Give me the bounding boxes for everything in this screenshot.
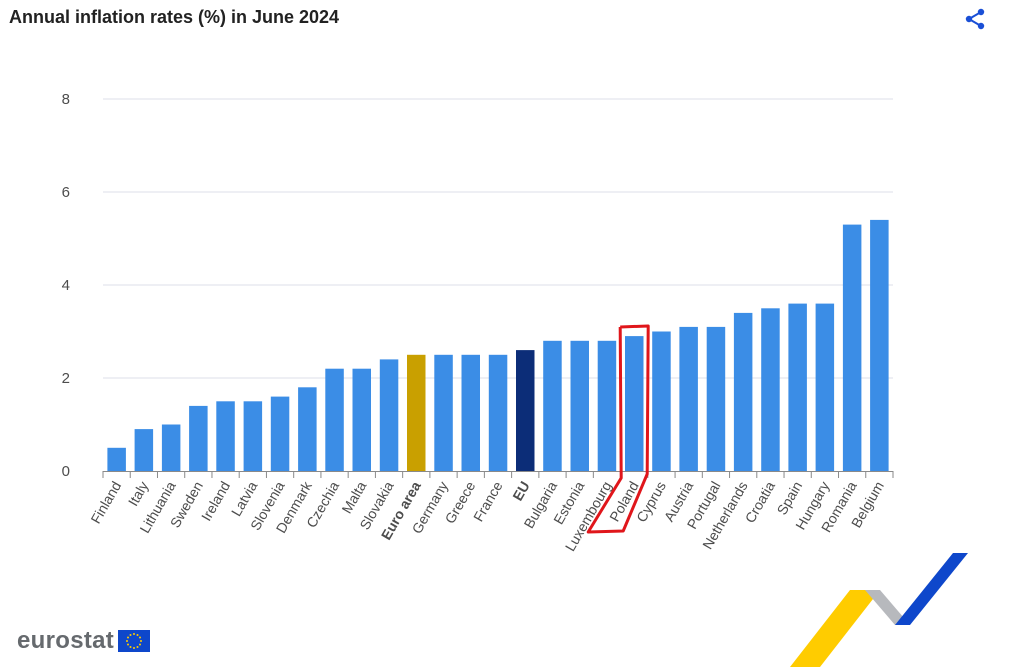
bar-luxembourg[interactable] bbox=[597, 340, 617, 471]
decorative-chevron bbox=[790, 553, 968, 667]
eu-flag-icon bbox=[118, 630, 151, 652]
bar-estonia[interactable] bbox=[570, 340, 590, 471]
bar-portugal[interactable] bbox=[706, 326, 726, 471]
bar-germany[interactable] bbox=[434, 354, 453, 472]
bar-austria[interactable] bbox=[679, 326, 698, 471]
share-icon bbox=[965, 8, 985, 30]
share-button[interactable] bbox=[962, 6, 988, 32]
eurostat-logo: eurostat bbox=[17, 627, 151, 655]
bar-spain[interactable] bbox=[788, 303, 807, 471]
bar-romania[interactable] bbox=[842, 224, 862, 471]
bar-greece[interactable] bbox=[461, 354, 481, 472]
x-tick-label: Italy bbox=[125, 479, 152, 509]
y-tick-label: 0 bbox=[62, 463, 70, 480]
x-tick-label: EU bbox=[509, 479, 533, 504]
bar-ireland[interactable] bbox=[216, 401, 235, 472]
y-tick-label: 6 bbox=[62, 184, 70, 201]
bar-lithuania[interactable] bbox=[161, 424, 181, 472]
y-tick-label: 2 bbox=[62, 370, 70, 387]
bar-netherlands[interactable] bbox=[733, 312, 753, 471]
bar-slovenia[interactable] bbox=[270, 396, 290, 471]
bar-hungary[interactable] bbox=[815, 303, 835, 471]
x-tick-label: Finland bbox=[87, 479, 124, 527]
bar-slovakia[interactable] bbox=[379, 359, 399, 471]
bar-sweden[interactable] bbox=[189, 405, 208, 471]
bar-croatia[interactable] bbox=[761, 308, 780, 472]
bar-eu[interactable] bbox=[516, 350, 535, 471]
bar-denmark[interactable] bbox=[298, 387, 317, 471]
bar-bulgaria[interactable] bbox=[543, 340, 562, 471]
brand-name: eurostat bbox=[17, 627, 115, 654]
bar-malta[interactable] bbox=[352, 368, 372, 471]
y-tick-label: 4 bbox=[62, 277, 70, 294]
bar-france[interactable] bbox=[488, 354, 508, 472]
bar-euro-area[interactable] bbox=[407, 354, 426, 472]
highlight-outline bbox=[586, 324, 650, 534]
chart-title: Annual inflation rates (%) in June 2024 bbox=[9, 7, 340, 27]
bar-latvia[interactable] bbox=[243, 401, 263, 472]
bar-cyprus[interactable] bbox=[652, 331, 671, 472]
bar-czechia[interactable] bbox=[325, 368, 344, 471]
bar-poland[interactable] bbox=[625, 336, 644, 471]
bar-italy[interactable] bbox=[134, 429, 154, 471]
y-tick-label: 8 bbox=[62, 91, 70, 108]
bar-finland[interactable] bbox=[107, 447, 126, 472]
bar-belgium[interactable] bbox=[870, 219, 889, 471]
